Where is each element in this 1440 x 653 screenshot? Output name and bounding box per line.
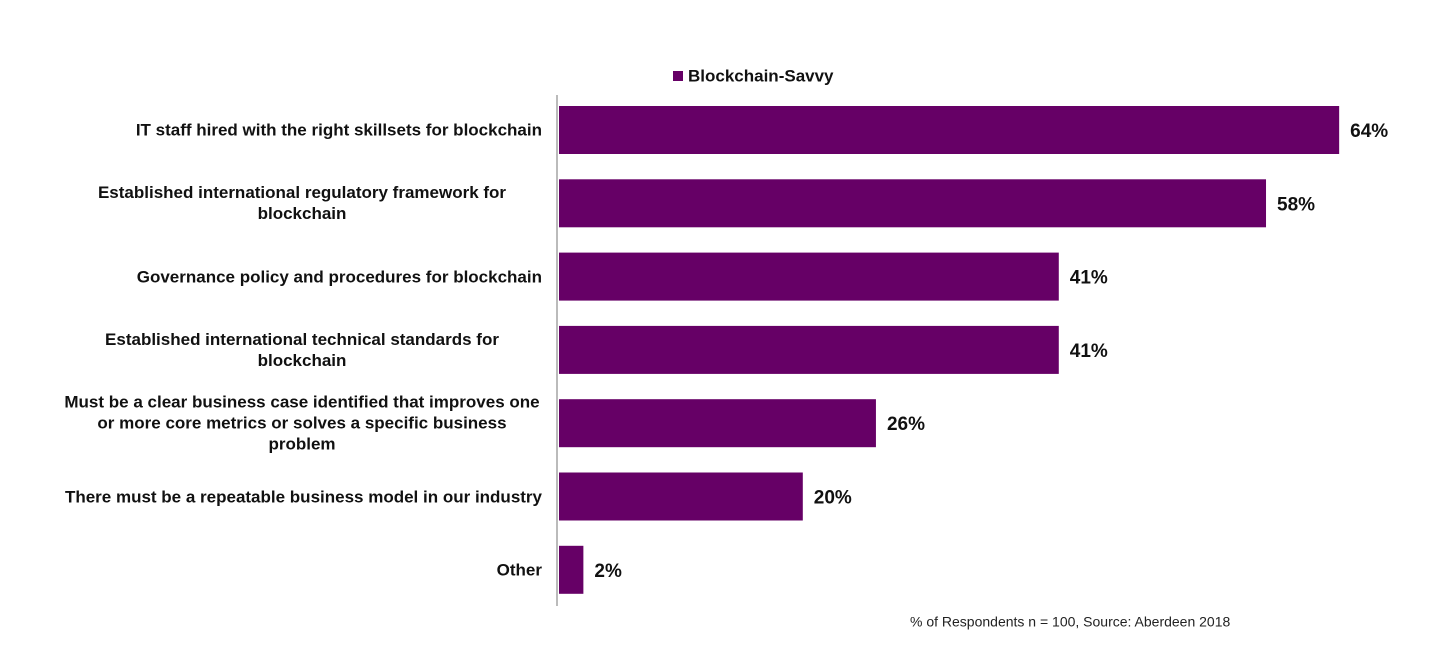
category-label-box: Must be a clear business case identified…	[52, 392, 542, 455]
category-label-box: IT staff hired with the right skillsets …	[52, 120, 542, 141]
category-label: Governance policy and procedures for blo…	[136, 267, 542, 287]
value-label: 20%	[814, 488, 852, 509]
value-label: 2%	[594, 561, 622, 582]
category-label: Other	[496, 560, 542, 580]
category-label: Established international regulatory fra…	[97, 183, 507, 224]
category-label-box: Governance policy and procedures for blo…	[52, 266, 542, 287]
category-label-box: Other	[52, 559, 542, 580]
category-label: IT staff hired with the right skillsets …	[135, 120, 542, 140]
bar	[559, 472, 803, 521]
value-label: 64%	[1350, 121, 1388, 142]
bar	[559, 179, 1267, 228]
category-label: Must be a clear business case identified…	[64, 392, 540, 454]
category-label: Established international technical stan…	[105, 329, 499, 370]
bar	[559, 399, 876, 448]
bar	[559, 325, 1059, 374]
bar	[559, 252, 1059, 301]
category-label: There must be a repeatable business mode…	[64, 487, 542, 506]
category-label-box: There must be a repeatable business mode…	[52, 486, 542, 507]
value-label: 58%	[1277, 194, 1315, 215]
category-label-box: Established international regulatory fra…	[52, 182, 542, 224]
category-label-box: Established international technical stan…	[52, 329, 542, 371]
footnote: % of Respondents n = 100, Source: Aberde…	[910, 614, 1231, 630]
value-label: 41%	[1070, 341, 1108, 362]
legend-swatch	[673, 71, 683, 81]
bar	[559, 545, 584, 594]
value-label: 41%	[1070, 268, 1108, 289]
value-label: 26%	[887, 414, 925, 435]
legend-label: Blockchain-Savvy	[688, 66, 834, 85]
bar	[559, 106, 1340, 154]
